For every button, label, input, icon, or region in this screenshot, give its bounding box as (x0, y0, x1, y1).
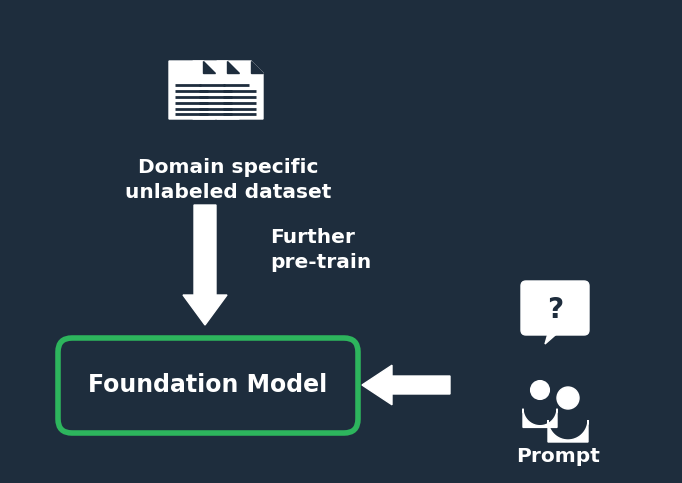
Text: Foundation Model: Foundation Model (89, 373, 327, 398)
Text: Prompt: Prompt (516, 447, 600, 466)
Polygon shape (183, 205, 227, 325)
Polygon shape (227, 61, 239, 73)
Polygon shape (545, 330, 561, 344)
Circle shape (531, 381, 549, 399)
Polygon shape (169, 61, 215, 119)
Polygon shape (523, 409, 557, 427)
FancyBboxPatch shape (521, 281, 589, 335)
Polygon shape (251, 61, 263, 73)
Polygon shape (217, 61, 263, 119)
Text: ?: ? (547, 296, 563, 324)
Text: Further
pre-train: Further pre-train (270, 228, 371, 272)
FancyBboxPatch shape (58, 338, 358, 433)
Circle shape (557, 387, 579, 409)
Polygon shape (203, 61, 215, 73)
Polygon shape (548, 420, 588, 442)
Polygon shape (193, 61, 239, 119)
Polygon shape (362, 365, 450, 405)
Text: Domain specific
unlabeled dataset: Domain specific unlabeled dataset (125, 158, 331, 202)
